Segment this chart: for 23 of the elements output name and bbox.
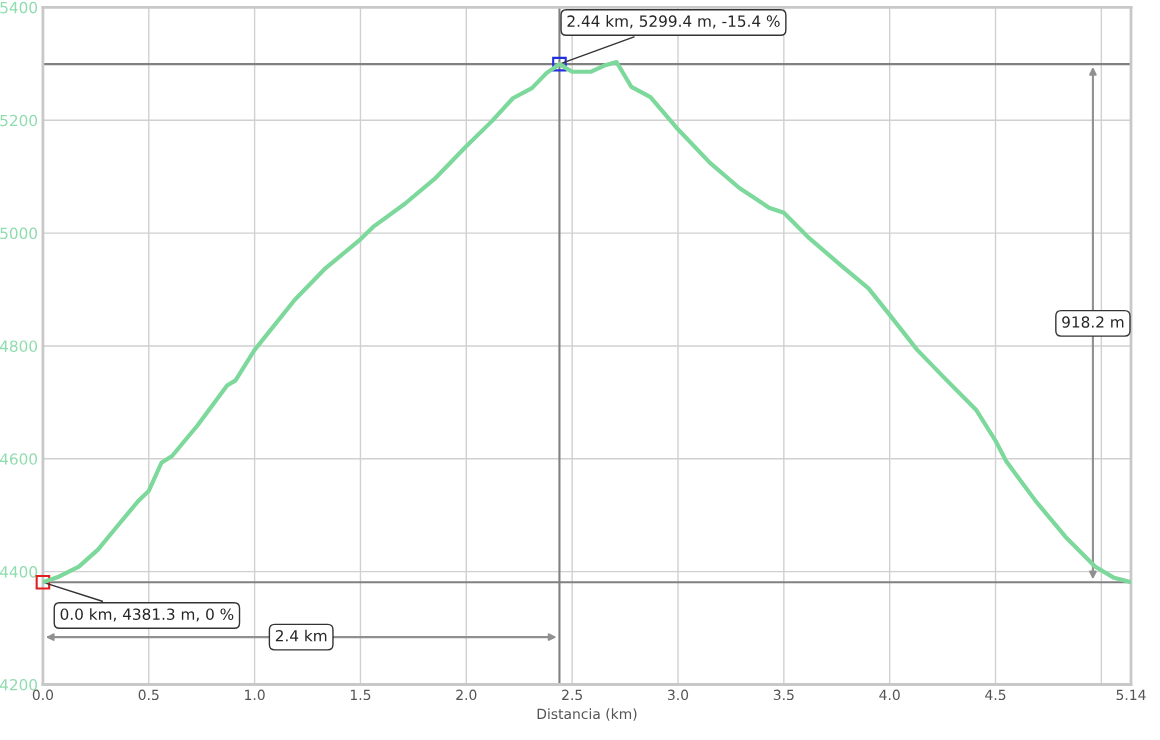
annotation: 918.2 m <box>1062 316 1124 328</box>
x-tick-label: 4.0 <box>879 689 900 701</box>
x-tick-label: 5.14 <box>1116 689 1146 701</box>
y-tick-label: 4200 <box>0 678 38 691</box>
y-tick-label: 4800 <box>0 340 38 352</box>
x-tick-label: 1.5 <box>350 689 371 701</box>
x-tick-label: 4.5 <box>985 689 1006 701</box>
y-tick-label: 5000 <box>0 227 38 240</box>
x-axis-title: Distancia (km) <box>537 708 637 721</box>
annotation: 2.4 km <box>275 629 327 642</box>
x-tick-label: 2.0 <box>456 689 477 701</box>
x-tick-label: 0.0 <box>32 689 54 701</box>
y-tick-label: 5200 <box>0 114 38 127</box>
x-tick-label: 3.0 <box>668 689 689 701</box>
x-tick-label: 3.5 <box>773 689 794 701</box>
y-tick-label: 5400 <box>0 1 38 14</box>
annotation: 0.0 km, 4381.3 m, 0 % <box>60 608 234 622</box>
x-tick-label: 2.5 <box>562 689 582 701</box>
annotation: 2.44 km, 5299.4 m, -15.4 % <box>567 15 780 29</box>
x-tick-label: 1.0 <box>245 689 265 701</box>
y-tick-label: 4600 <box>0 453 38 465</box>
x-tick-label: 0.5 <box>138 689 159 701</box>
y-tick-label: 4400 <box>0 566 38 578</box>
